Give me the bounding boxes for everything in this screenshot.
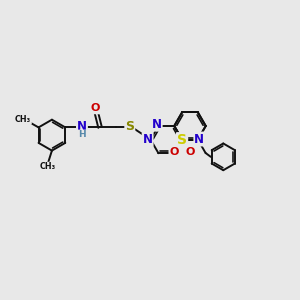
Text: CH₃: CH₃ (15, 115, 31, 124)
Text: CH₃: CH₃ (40, 162, 56, 171)
Text: N: N (142, 133, 153, 146)
Text: H: H (78, 130, 86, 139)
Text: S: S (177, 133, 187, 147)
Text: S: S (125, 120, 134, 133)
Text: N: N (77, 120, 87, 133)
Text: N: N (152, 118, 162, 131)
Text: N: N (194, 133, 204, 146)
Text: O: O (90, 103, 100, 113)
Text: O: O (169, 147, 179, 157)
Text: O: O (185, 147, 195, 157)
